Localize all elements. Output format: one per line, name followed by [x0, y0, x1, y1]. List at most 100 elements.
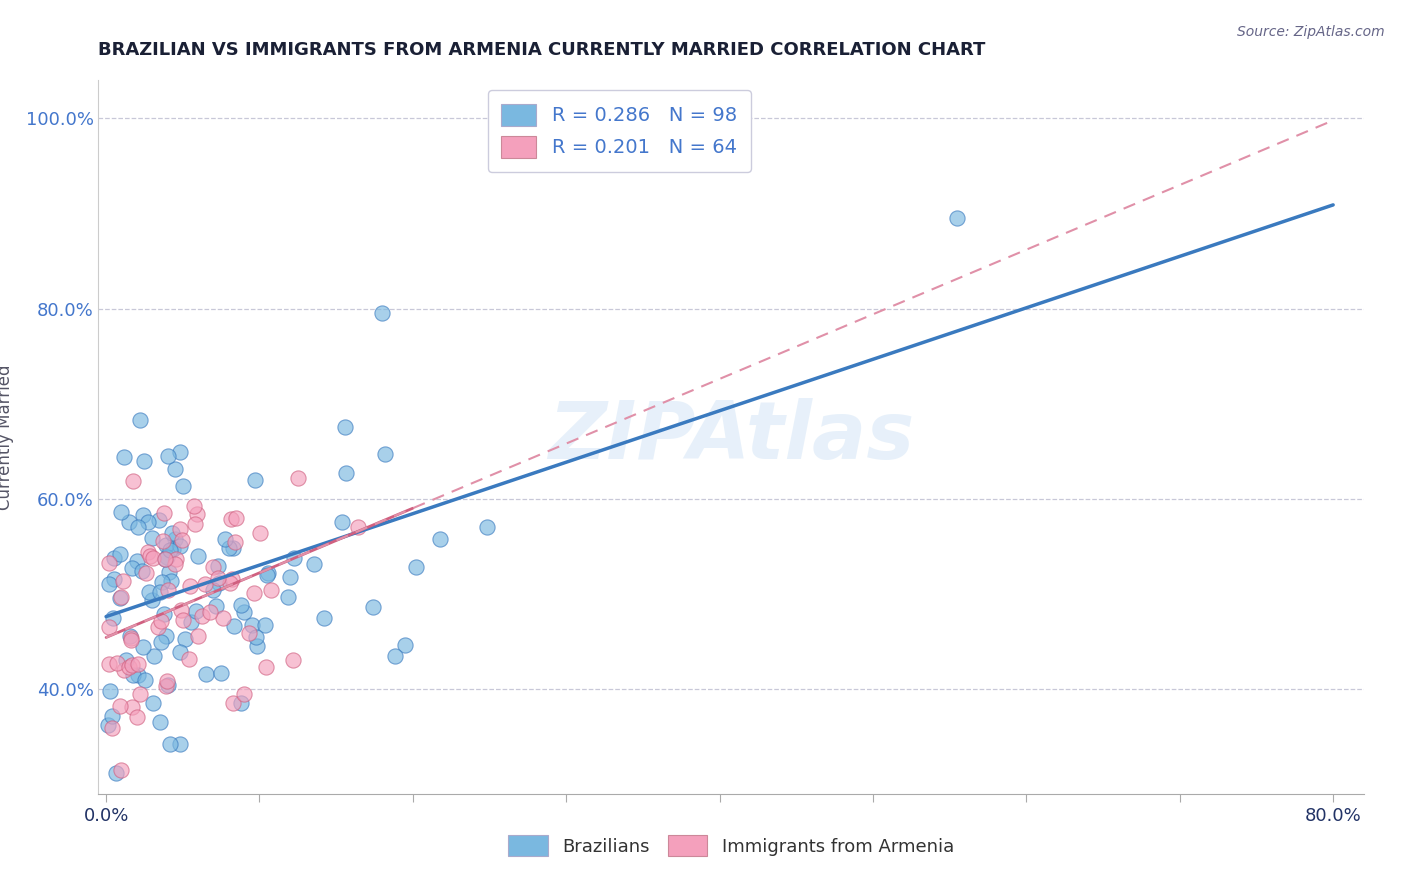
Point [127, 520, 149, 534]
Point [121, 657, 143, 672]
Point [256, 568, 278, 582]
Point [946, 211, 969, 226]
Point [97, 577, 120, 591]
Point [162, 541, 184, 556]
Point [276, 590, 298, 604]
Point [191, 609, 214, 624]
Point [148, 620, 170, 634]
Point [115, 653, 138, 667]
Point [101, 611, 124, 625]
Point [141, 531, 163, 545]
Point [218, 541, 240, 555]
Point [172, 479, 194, 493]
Point [287, 471, 309, 485]
Point [245, 631, 267, 645]
Point [110, 763, 132, 777]
Point [207, 559, 229, 574]
Point [183, 499, 205, 513]
Point [132, 508, 155, 522]
Point [229, 696, 252, 710]
Point [221, 572, 243, 586]
Point [152, 607, 174, 622]
Point [222, 541, 245, 555]
Point [162, 526, 184, 541]
Point [110, 591, 132, 605]
Point [136, 516, 159, 530]
Point [475, 520, 498, 534]
Point [138, 545, 160, 559]
Point [312, 611, 335, 625]
Y-axis label: Currently Married: Currently Married [0, 364, 14, 510]
Point [163, 558, 186, 572]
Point [169, 645, 191, 659]
Point [207, 571, 229, 585]
Point [224, 619, 246, 633]
Point [254, 659, 277, 673]
Point [242, 586, 264, 600]
Point [127, 710, 149, 724]
Point [153, 552, 176, 566]
Point [120, 631, 142, 645]
Point [149, 635, 172, 649]
Point [127, 657, 149, 671]
Point [330, 515, 353, 529]
Point [148, 585, 170, 599]
Text: Source: ZipAtlas.com: Source: ZipAtlas.com [1237, 25, 1385, 39]
Point [142, 649, 165, 664]
Point [156, 549, 179, 564]
Point [165, 551, 187, 566]
Point [100, 708, 122, 723]
Point [121, 560, 143, 574]
Point [148, 513, 170, 527]
Point [184, 516, 207, 531]
Point [212, 611, 235, 625]
Point [104, 765, 127, 780]
Point [101, 721, 124, 735]
Point [253, 618, 276, 632]
Point [187, 549, 209, 563]
Text: BRAZILIAN VS IMMIGRANTS FROM ARMENIA CURRENTLY MARRIED CORRELATION CHART: BRAZILIAN VS IMMIGRANTS FROM ARMENIA CUR… [98, 41, 986, 59]
Point [233, 605, 256, 619]
Point [179, 651, 201, 665]
Point [155, 629, 177, 643]
Point [134, 673, 156, 687]
Point [121, 699, 143, 714]
Point [169, 539, 191, 553]
Point [98, 684, 121, 698]
Point [112, 450, 135, 465]
Text: ZIPAtlas: ZIPAtlas [548, 398, 914, 476]
Point [159, 574, 181, 588]
Point [361, 600, 384, 615]
Point [205, 599, 228, 614]
Point [128, 687, 150, 701]
Point [132, 454, 155, 468]
Point [97, 717, 120, 731]
Legend: Brazilians, Immigrants from Armenia: Brazilians, Immigrants from Armenia [501, 828, 962, 863]
Point [159, 737, 181, 751]
Point [232, 687, 254, 701]
Point [153, 506, 176, 520]
Point [110, 505, 132, 519]
Point [131, 564, 153, 578]
Point [142, 550, 165, 565]
Point [194, 577, 217, 591]
Point [110, 591, 132, 606]
Point [155, 679, 177, 693]
Point [150, 615, 173, 629]
Point [219, 575, 242, 590]
Point [249, 525, 271, 540]
Point [224, 535, 246, 549]
Point [170, 533, 193, 547]
Point [165, 462, 187, 476]
Point [112, 663, 135, 677]
Point [120, 633, 142, 648]
Point [108, 547, 131, 561]
Point [118, 515, 141, 529]
Point [214, 533, 236, 547]
Point [347, 520, 370, 534]
Point [118, 629, 141, 643]
Point [198, 605, 221, 619]
Point [302, 558, 325, 572]
Point [179, 579, 201, 593]
Point [103, 551, 125, 566]
